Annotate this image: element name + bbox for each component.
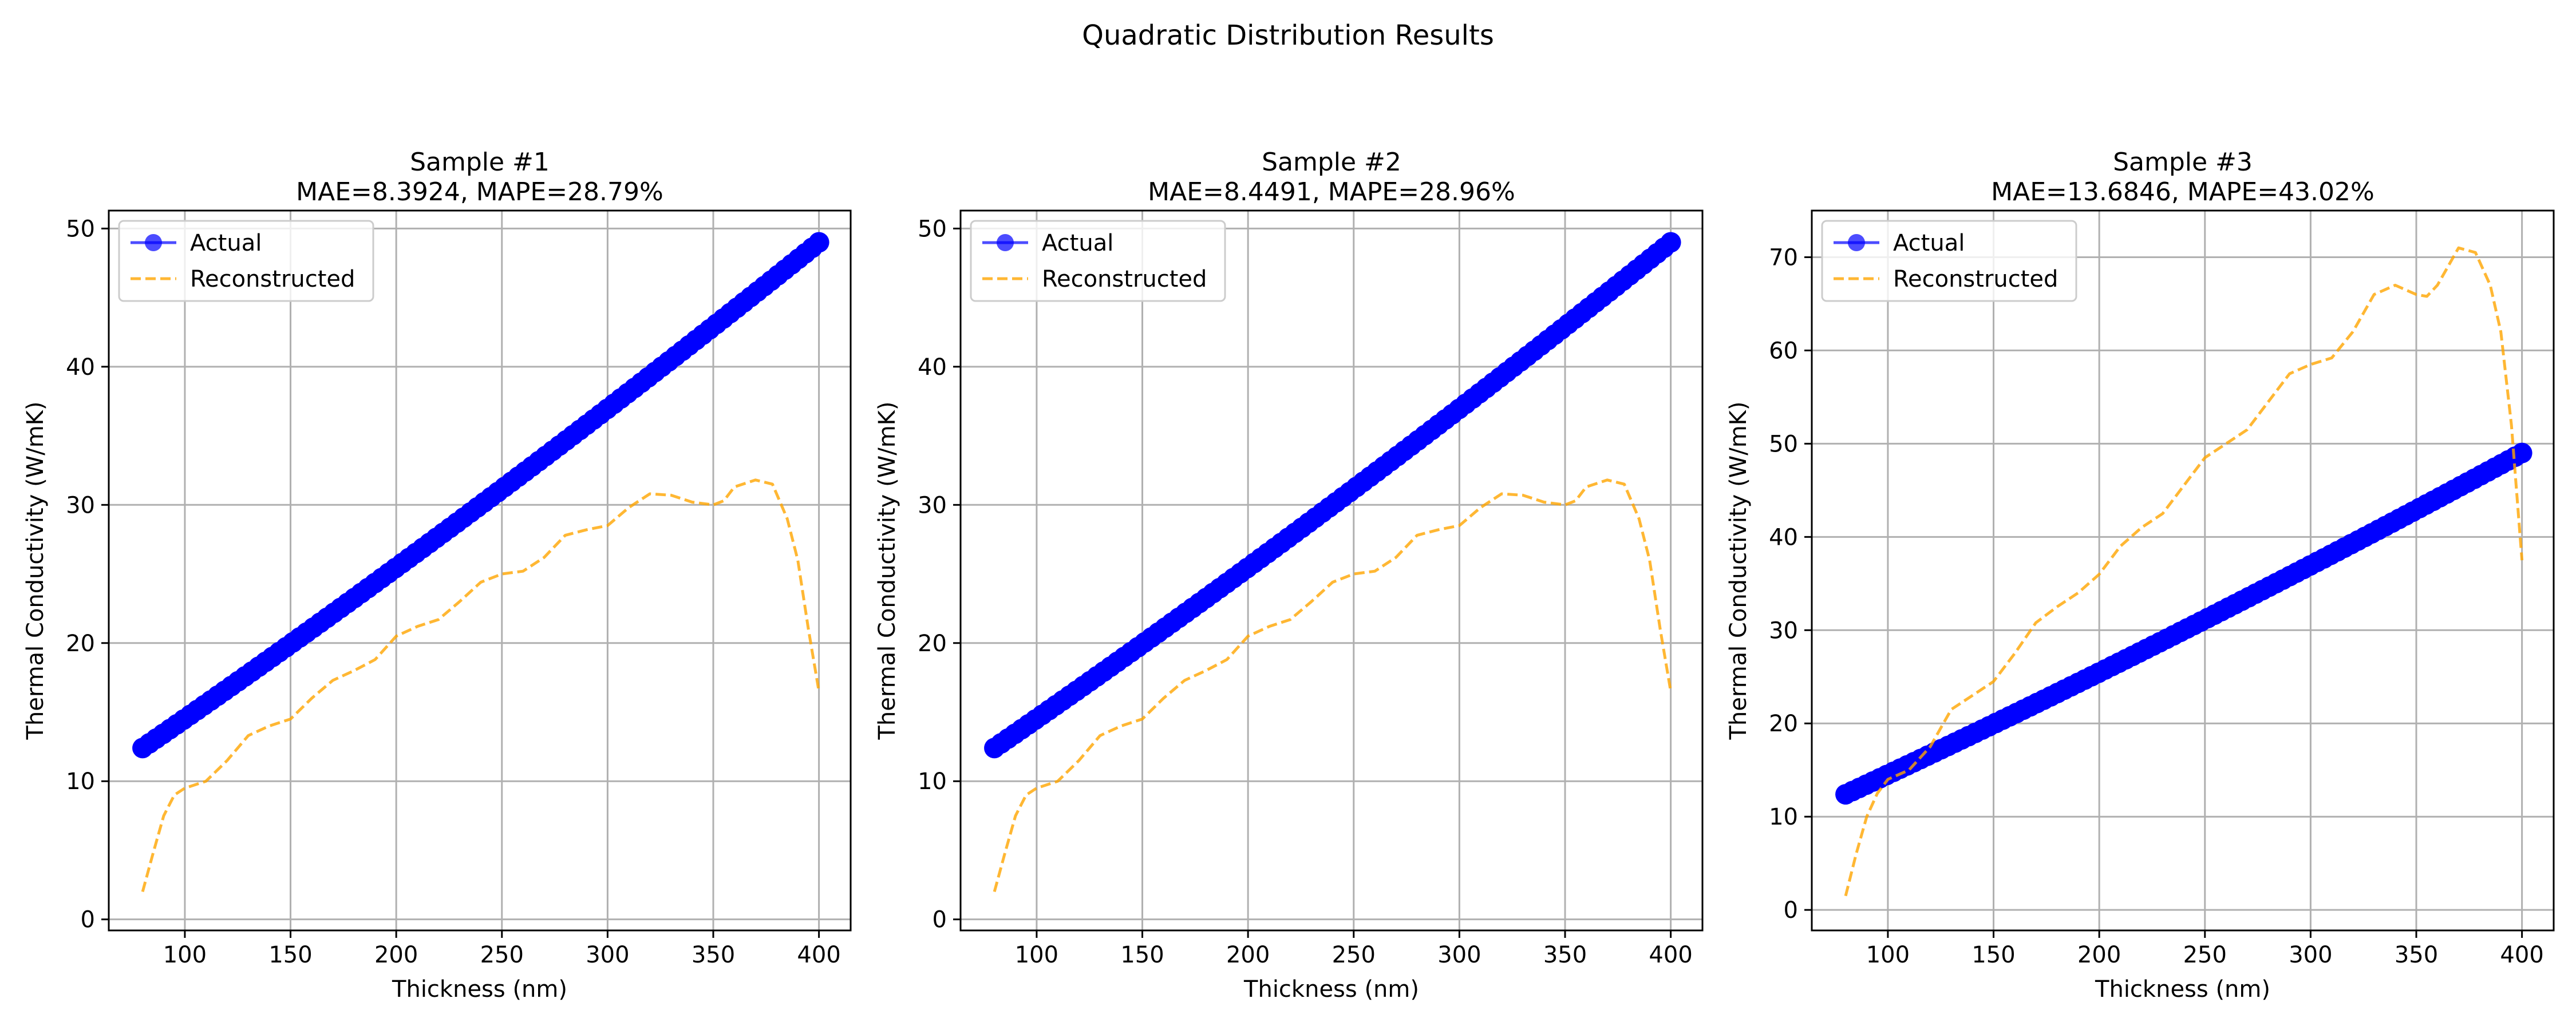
x-tick-label: 100	[1866, 942, 1910, 968]
axes-frame	[1811, 209, 2555, 932]
plot-area	[984, 232, 1681, 893]
legend-actual-marker	[1848, 234, 1865, 251]
x-tick-label: 200	[2077, 942, 2121, 968]
chart-title: Sample #3	[2113, 148, 2253, 177]
legend-label-actual: Actual	[1042, 230, 1113, 256]
axes-frame	[108, 209, 852, 932]
series-line-reconstructed	[141, 478, 821, 893]
chart-title: Sample #1	[410, 148, 550, 177]
actual-point	[1660, 232, 1681, 253]
plot-area	[132, 232, 829, 893]
x-tick-label: 250	[2183, 942, 2227, 968]
legend-label-actual: Actual	[1893, 230, 1965, 256]
legend-label-actual: Actual	[190, 230, 262, 256]
y-tick-label: 60	[1769, 338, 1798, 364]
x-tick-label: 350	[692, 942, 735, 968]
y-tick-label: 30	[66, 492, 95, 518]
y-tick-label: 10	[1769, 804, 1798, 830]
x-tick-label: 300	[586, 942, 629, 968]
x-tick-label: 150	[268, 942, 312, 968]
x-tick-label: 400	[1649, 942, 1692, 968]
x-tick-label: 150	[1971, 942, 2015, 968]
y-tick-label: 70	[1769, 244, 1798, 271]
legend: Actual Reconstructed	[118, 220, 374, 302]
actual-point	[808, 232, 829, 253]
legend-box	[970, 220, 1226, 302]
axes-frame	[959, 209, 1704, 932]
x-tick-label: 150	[1120, 942, 1164, 968]
legend-label-reconstructed: Reconstructed	[1042, 266, 1207, 292]
x-tick-label: 100	[163, 942, 207, 968]
x-axis-label: Thickness (nm)	[392, 976, 567, 1003]
y-axis-label: Thermal Conductivity (W/mK)	[874, 401, 900, 740]
x-tick-label: 350	[2395, 942, 2438, 968]
y-tick-label: 50	[918, 216, 947, 242]
legend-actual-marker	[145, 234, 162, 251]
y-tick-label: 20	[918, 631, 947, 657]
series-line-reconstructed	[993, 478, 1673, 893]
x-tick-label: 350	[1543, 942, 1587, 968]
chart-title: Sample #2	[1262, 148, 1401, 177]
y-tick-label: 50	[66, 216, 95, 242]
x-tick-label: 250	[480, 942, 524, 968]
figure-title: Quadratic Distribution Results	[1082, 19, 1494, 52]
legend-box	[1821, 220, 2077, 302]
x-tick-label: 300	[1437, 942, 1481, 968]
y-tick-label: 20	[66, 631, 95, 657]
y-axis-label: Thermal Conductivity (W/mK)	[22, 401, 49, 740]
y-axis-label: Thermal Conductivity (W/mK)	[1725, 401, 1752, 740]
series-line-reconstructed	[1844, 246, 2524, 897]
x-axis-label: Thickness (nm)	[2095, 976, 2270, 1003]
legend: Actual Reconstructed	[970, 220, 1226, 302]
x-tick-label: 200	[1226, 942, 1270, 968]
x-tick-label: 100	[1015, 942, 1058, 968]
y-tick-label: 40	[1769, 524, 1798, 550]
y-tick-label: 0	[1784, 897, 1798, 924]
x-tick-label: 250	[1332, 942, 1376, 968]
legend-label-reconstructed: Reconstructed	[1893, 266, 2058, 292]
y-tick-label: 10	[918, 768, 947, 795]
y-tick-label: 40	[66, 354, 95, 381]
x-tick-label: 300	[2289, 942, 2332, 968]
y-tick-label: 30	[1769, 617, 1798, 644]
chart-subtitle: MAE=8.3924, MAPE=28.79%	[296, 177, 663, 207]
y-tick-label: 40	[918, 354, 947, 381]
actual-point	[2511, 442, 2532, 464]
y-tick-label: 30	[918, 492, 947, 518]
chart-subtitle: MAE=13.6846, MAPE=43.02%	[1991, 177, 2374, 207]
y-tick-label: 20	[1769, 711, 1798, 737]
legend-actual-marker	[997, 234, 1014, 251]
legend-box	[118, 220, 374, 302]
x-tick-label: 200	[374, 942, 418, 968]
y-tick-label: 0	[933, 907, 947, 933]
x-tick-label: 400	[797, 942, 840, 968]
x-axis-label: Thickness (nm)	[1243, 976, 1419, 1003]
y-tick-label: 0	[81, 907, 95, 933]
legend: Actual Reconstructed	[1821, 220, 2077, 302]
legend-label-reconstructed: Reconstructed	[190, 266, 355, 292]
x-tick-label: 400	[2500, 942, 2543, 968]
y-tick-label: 10	[66, 768, 95, 795]
y-tick-label: 50	[1769, 431, 1798, 457]
chart-subtitle: MAE=8.4491, MAPE=28.96%	[1148, 177, 1515, 207]
plot-area	[1835, 246, 2532, 897]
